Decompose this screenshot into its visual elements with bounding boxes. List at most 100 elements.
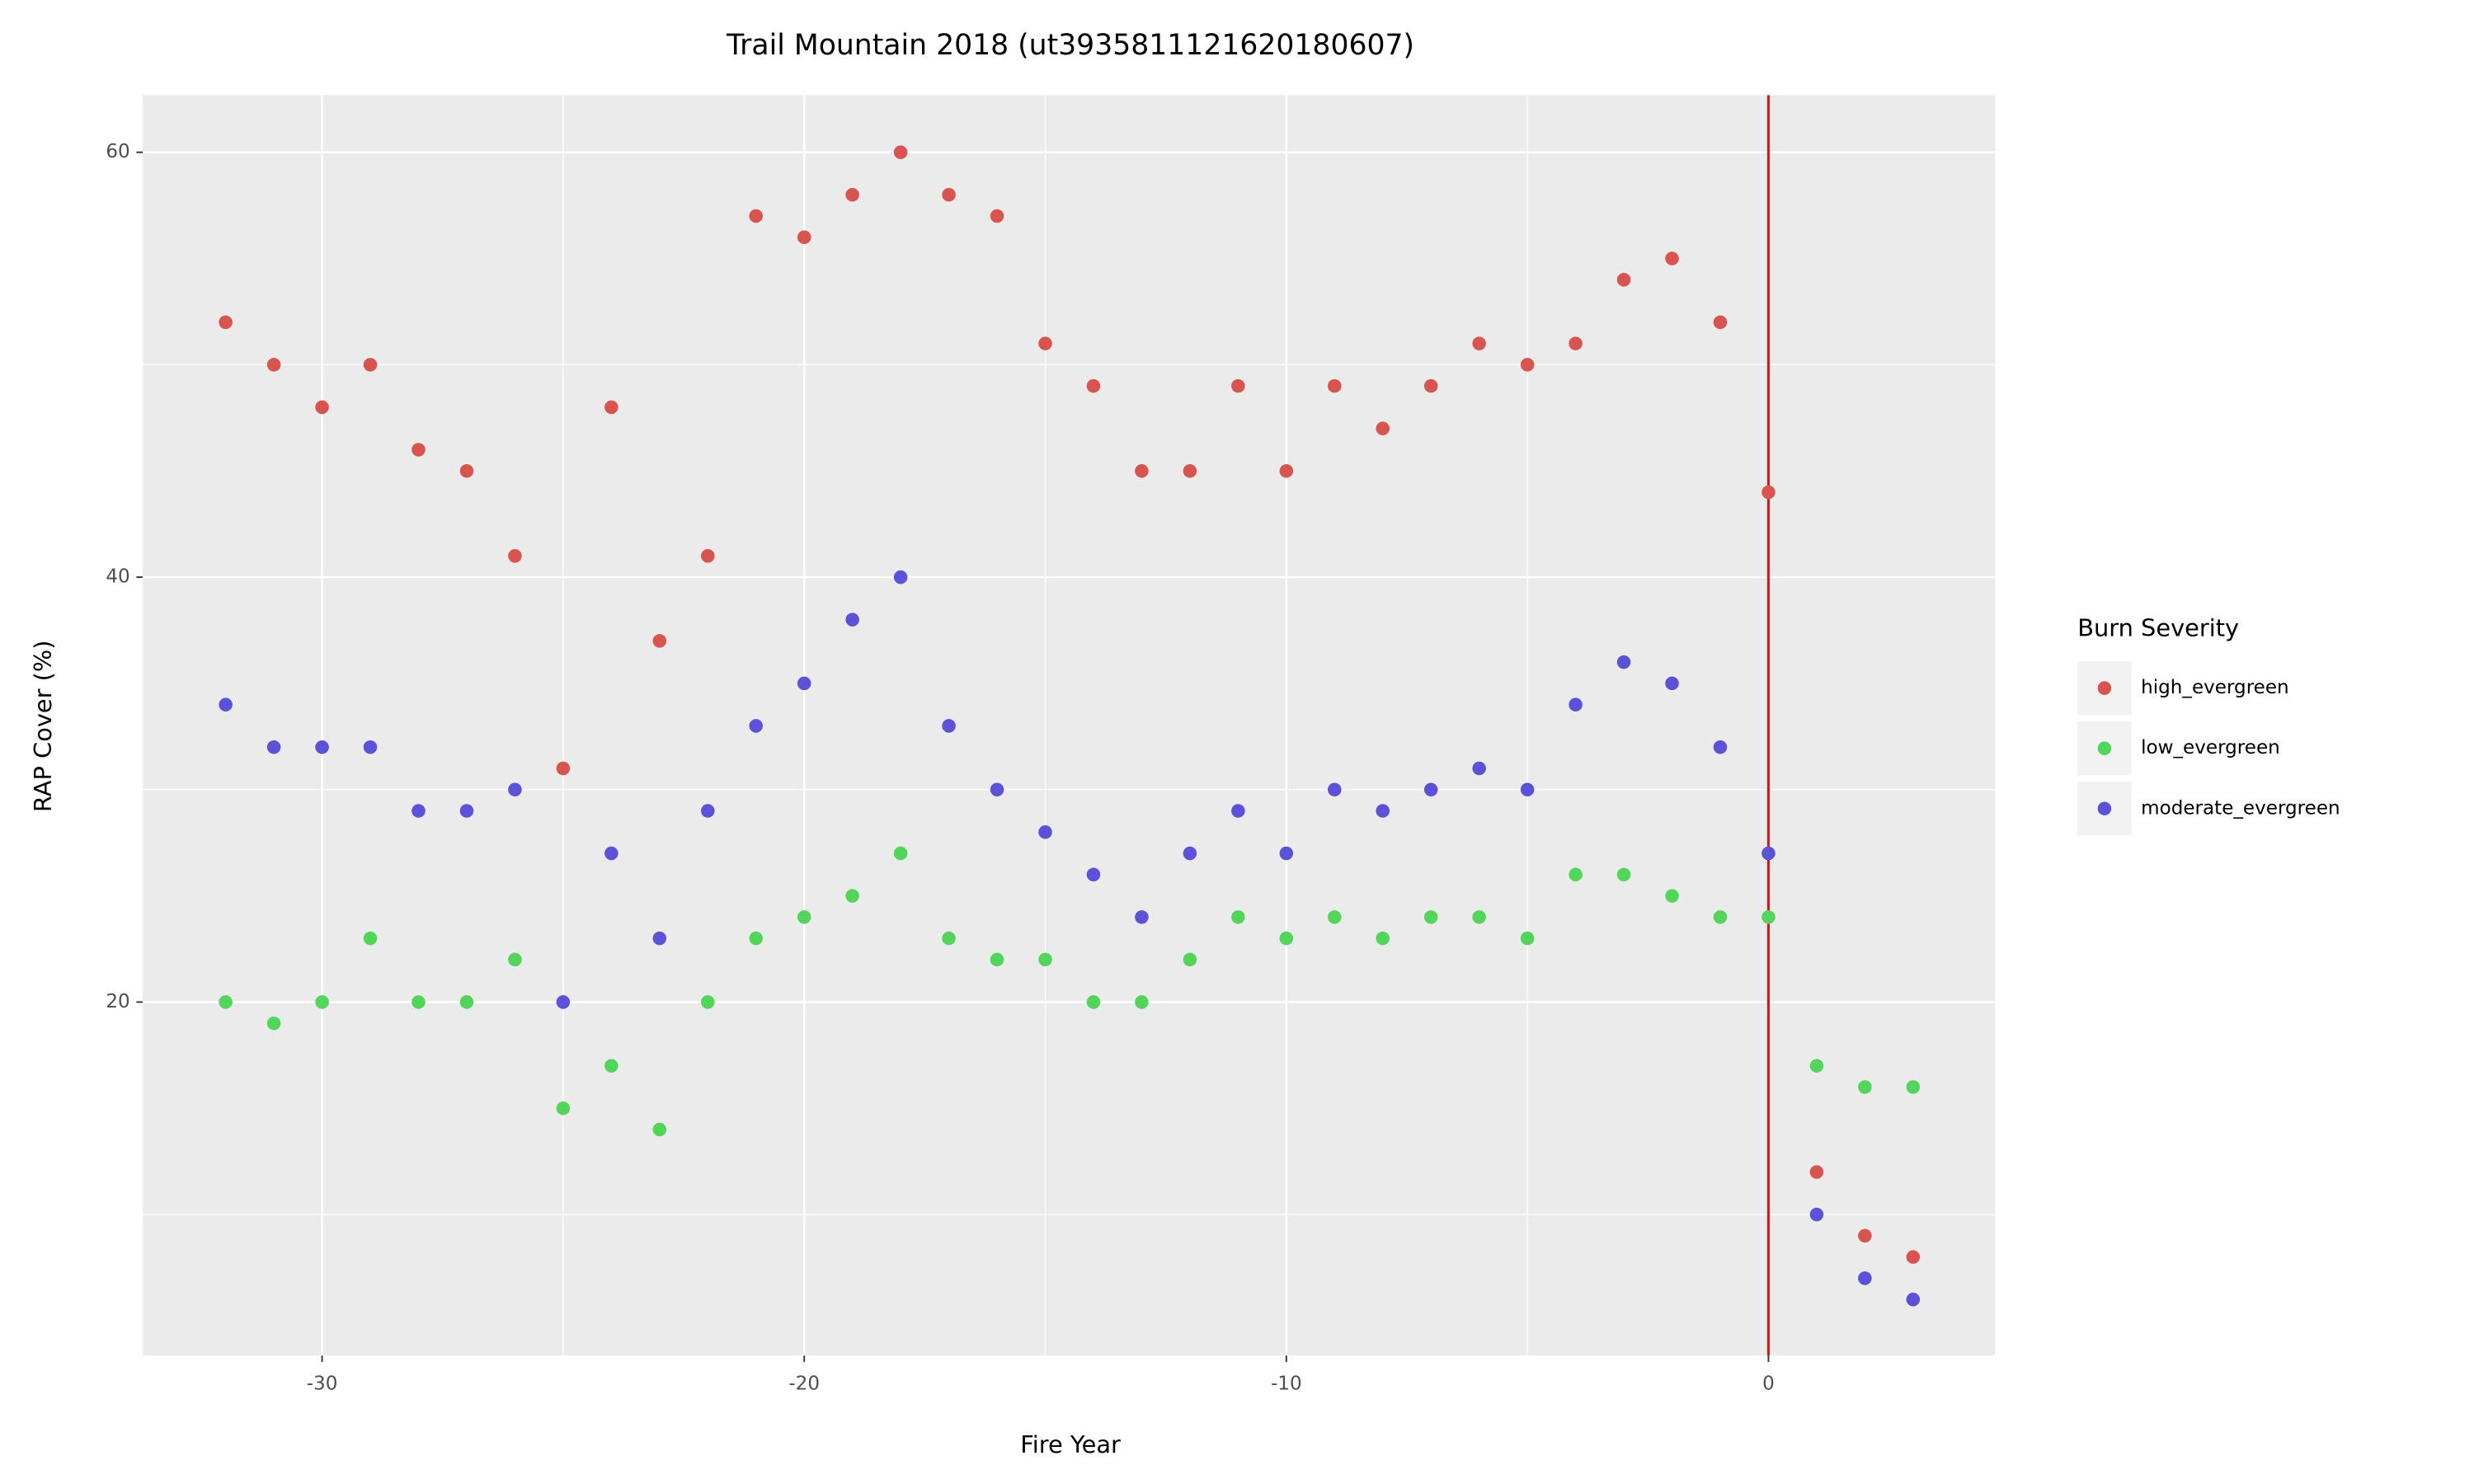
- point: [1761, 485, 1776, 500]
- point: [1665, 889, 1679, 903]
- point: [604, 846, 618, 861]
- point: [1809, 1207, 1824, 1222]
- point: [508, 782, 522, 797]
- point: [942, 719, 956, 733]
- point: [1858, 1228, 1872, 1243]
- point: [893, 846, 908, 861]
- point: [1761, 910, 1776, 924]
- point: [363, 740, 378, 754]
- legend-label: high_evergreen: [2141, 677, 2289, 698]
- point: [412, 804, 426, 818]
- point: [412, 995, 426, 1009]
- legend-title: Burn Severity: [2077, 613, 2239, 641]
- point: [1520, 358, 1535, 372]
- point: [1231, 804, 1245, 818]
- point: [1616, 867, 1631, 882]
- point: [1328, 378, 1342, 393]
- point: [1279, 846, 1294, 861]
- point: [1135, 463, 1149, 478]
- point: [363, 358, 378, 372]
- x-tick-label: -30: [307, 1373, 338, 1394]
- point: [1520, 931, 1535, 946]
- point: [845, 889, 859, 903]
- point: [508, 952, 522, 967]
- point: [749, 931, 763, 946]
- x-axis-label: Fire Year: [1020, 1430, 1121, 1458]
- point: [1665, 676, 1679, 691]
- point: [459, 804, 474, 818]
- point: [1472, 910, 1486, 924]
- point: [1761, 846, 1776, 861]
- point: [893, 570, 908, 585]
- point: [1038, 952, 1052, 967]
- point: [412, 443, 426, 457]
- y-tick-label: 20: [106, 991, 129, 1012]
- x-tick-label: -20: [788, 1373, 820, 1394]
- point: [266, 740, 281, 754]
- y-axis-label: RAP Cover (%): [29, 640, 57, 812]
- point: [1135, 995, 1149, 1009]
- point: [1809, 1165, 1824, 1179]
- point: [363, 931, 378, 946]
- point: [797, 230, 811, 245]
- point: [990, 952, 1004, 967]
- point: [1858, 1271, 1872, 1285]
- legend-label: moderate_evergreen: [2141, 797, 2340, 819]
- point: [1328, 910, 1342, 924]
- point: [845, 613, 859, 627]
- point: [1038, 825, 1052, 839]
- point: [1472, 761, 1486, 776]
- point: [652, 1122, 667, 1137]
- point: [1569, 867, 1583, 882]
- point: [845, 187, 859, 202]
- y-tick-label: 40: [106, 566, 129, 588]
- point: [556, 995, 571, 1009]
- point: [1038, 336, 1052, 350]
- point: [1472, 336, 1486, 350]
- point: [266, 1016, 281, 1031]
- point: [1328, 782, 1342, 797]
- point: [315, 400, 329, 415]
- point: [1906, 1292, 1921, 1307]
- legend-label: low_evergreen: [2141, 737, 2280, 758]
- point: [1713, 910, 1728, 924]
- point: [508, 549, 522, 563]
- point: [942, 931, 956, 946]
- point: [797, 676, 811, 691]
- point: [1423, 782, 1438, 797]
- point: [1135, 910, 1149, 924]
- point: [219, 315, 233, 330]
- point: [749, 719, 763, 733]
- point: [1423, 378, 1438, 393]
- point: [556, 761, 571, 776]
- point: [1616, 273, 1631, 287]
- x-tick-label: 0: [1762, 1373, 1775, 1394]
- point: [797, 910, 811, 924]
- point: [1520, 782, 1535, 797]
- point: [219, 995, 233, 1009]
- point: [1376, 931, 1390, 946]
- point: [1713, 740, 1728, 754]
- point: [1858, 1080, 1872, 1094]
- point: [1376, 421, 1390, 435]
- point: [700, 995, 715, 1009]
- point: [1423, 910, 1438, 924]
- point: [1279, 463, 1294, 478]
- point: [1279, 931, 1294, 946]
- point: [1809, 1059, 1824, 1073]
- legend-marker: [2097, 681, 2112, 695]
- point: [1086, 867, 1101, 882]
- point: [604, 1059, 618, 1073]
- point: [1086, 995, 1101, 1009]
- point: [315, 995, 329, 1009]
- y-tick-label: 60: [106, 141, 129, 162]
- legend-marker: [2097, 741, 2112, 755]
- point: [652, 634, 667, 648]
- point: [1616, 655, 1631, 669]
- point: [700, 804, 715, 818]
- point: [1183, 463, 1197, 478]
- point: [219, 697, 233, 711]
- point: [942, 187, 956, 202]
- point: [1665, 251, 1679, 265]
- point: [1376, 804, 1390, 818]
